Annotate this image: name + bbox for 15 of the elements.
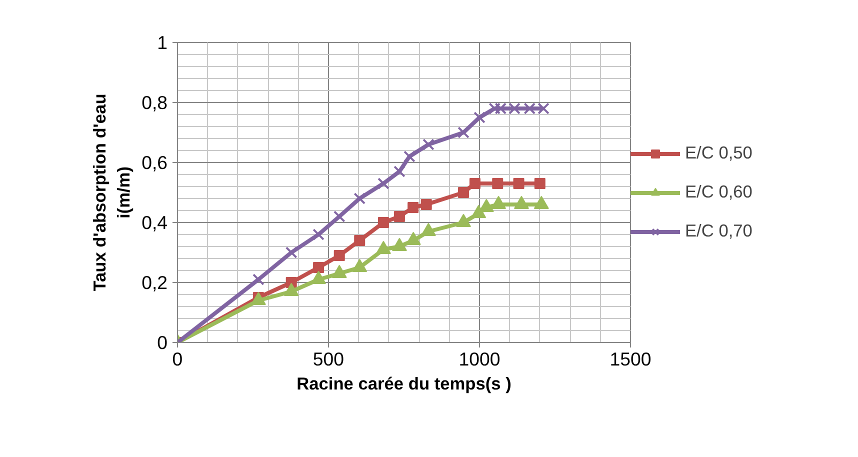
y-axis-title: Taux d'absorption d'eau i(m/m) xyxy=(90,94,134,292)
x-tick-label: 500 xyxy=(312,348,344,370)
x-axis-title: Racine carée du temps(s ) xyxy=(296,374,512,394)
y-tick-label: 0,2 xyxy=(142,272,168,293)
x-tick-label: 0 xyxy=(172,348,183,370)
legend-label: E/C 0,70 xyxy=(685,220,754,242)
legend-label: E/C 0,50 xyxy=(685,142,754,164)
x-tick-label: 1000 xyxy=(458,348,500,370)
x-tick-label: 1500 xyxy=(610,348,652,370)
y-tick-label: 1 xyxy=(157,32,168,53)
y-tick-label: 0 xyxy=(157,332,168,353)
y-tick-label: 0,8 xyxy=(142,92,168,113)
y-tick-label: 0,6 xyxy=(142,152,168,173)
legend-label: E/C 0,60 xyxy=(685,182,754,202)
y-tick-label: 0,4 xyxy=(142,212,168,233)
